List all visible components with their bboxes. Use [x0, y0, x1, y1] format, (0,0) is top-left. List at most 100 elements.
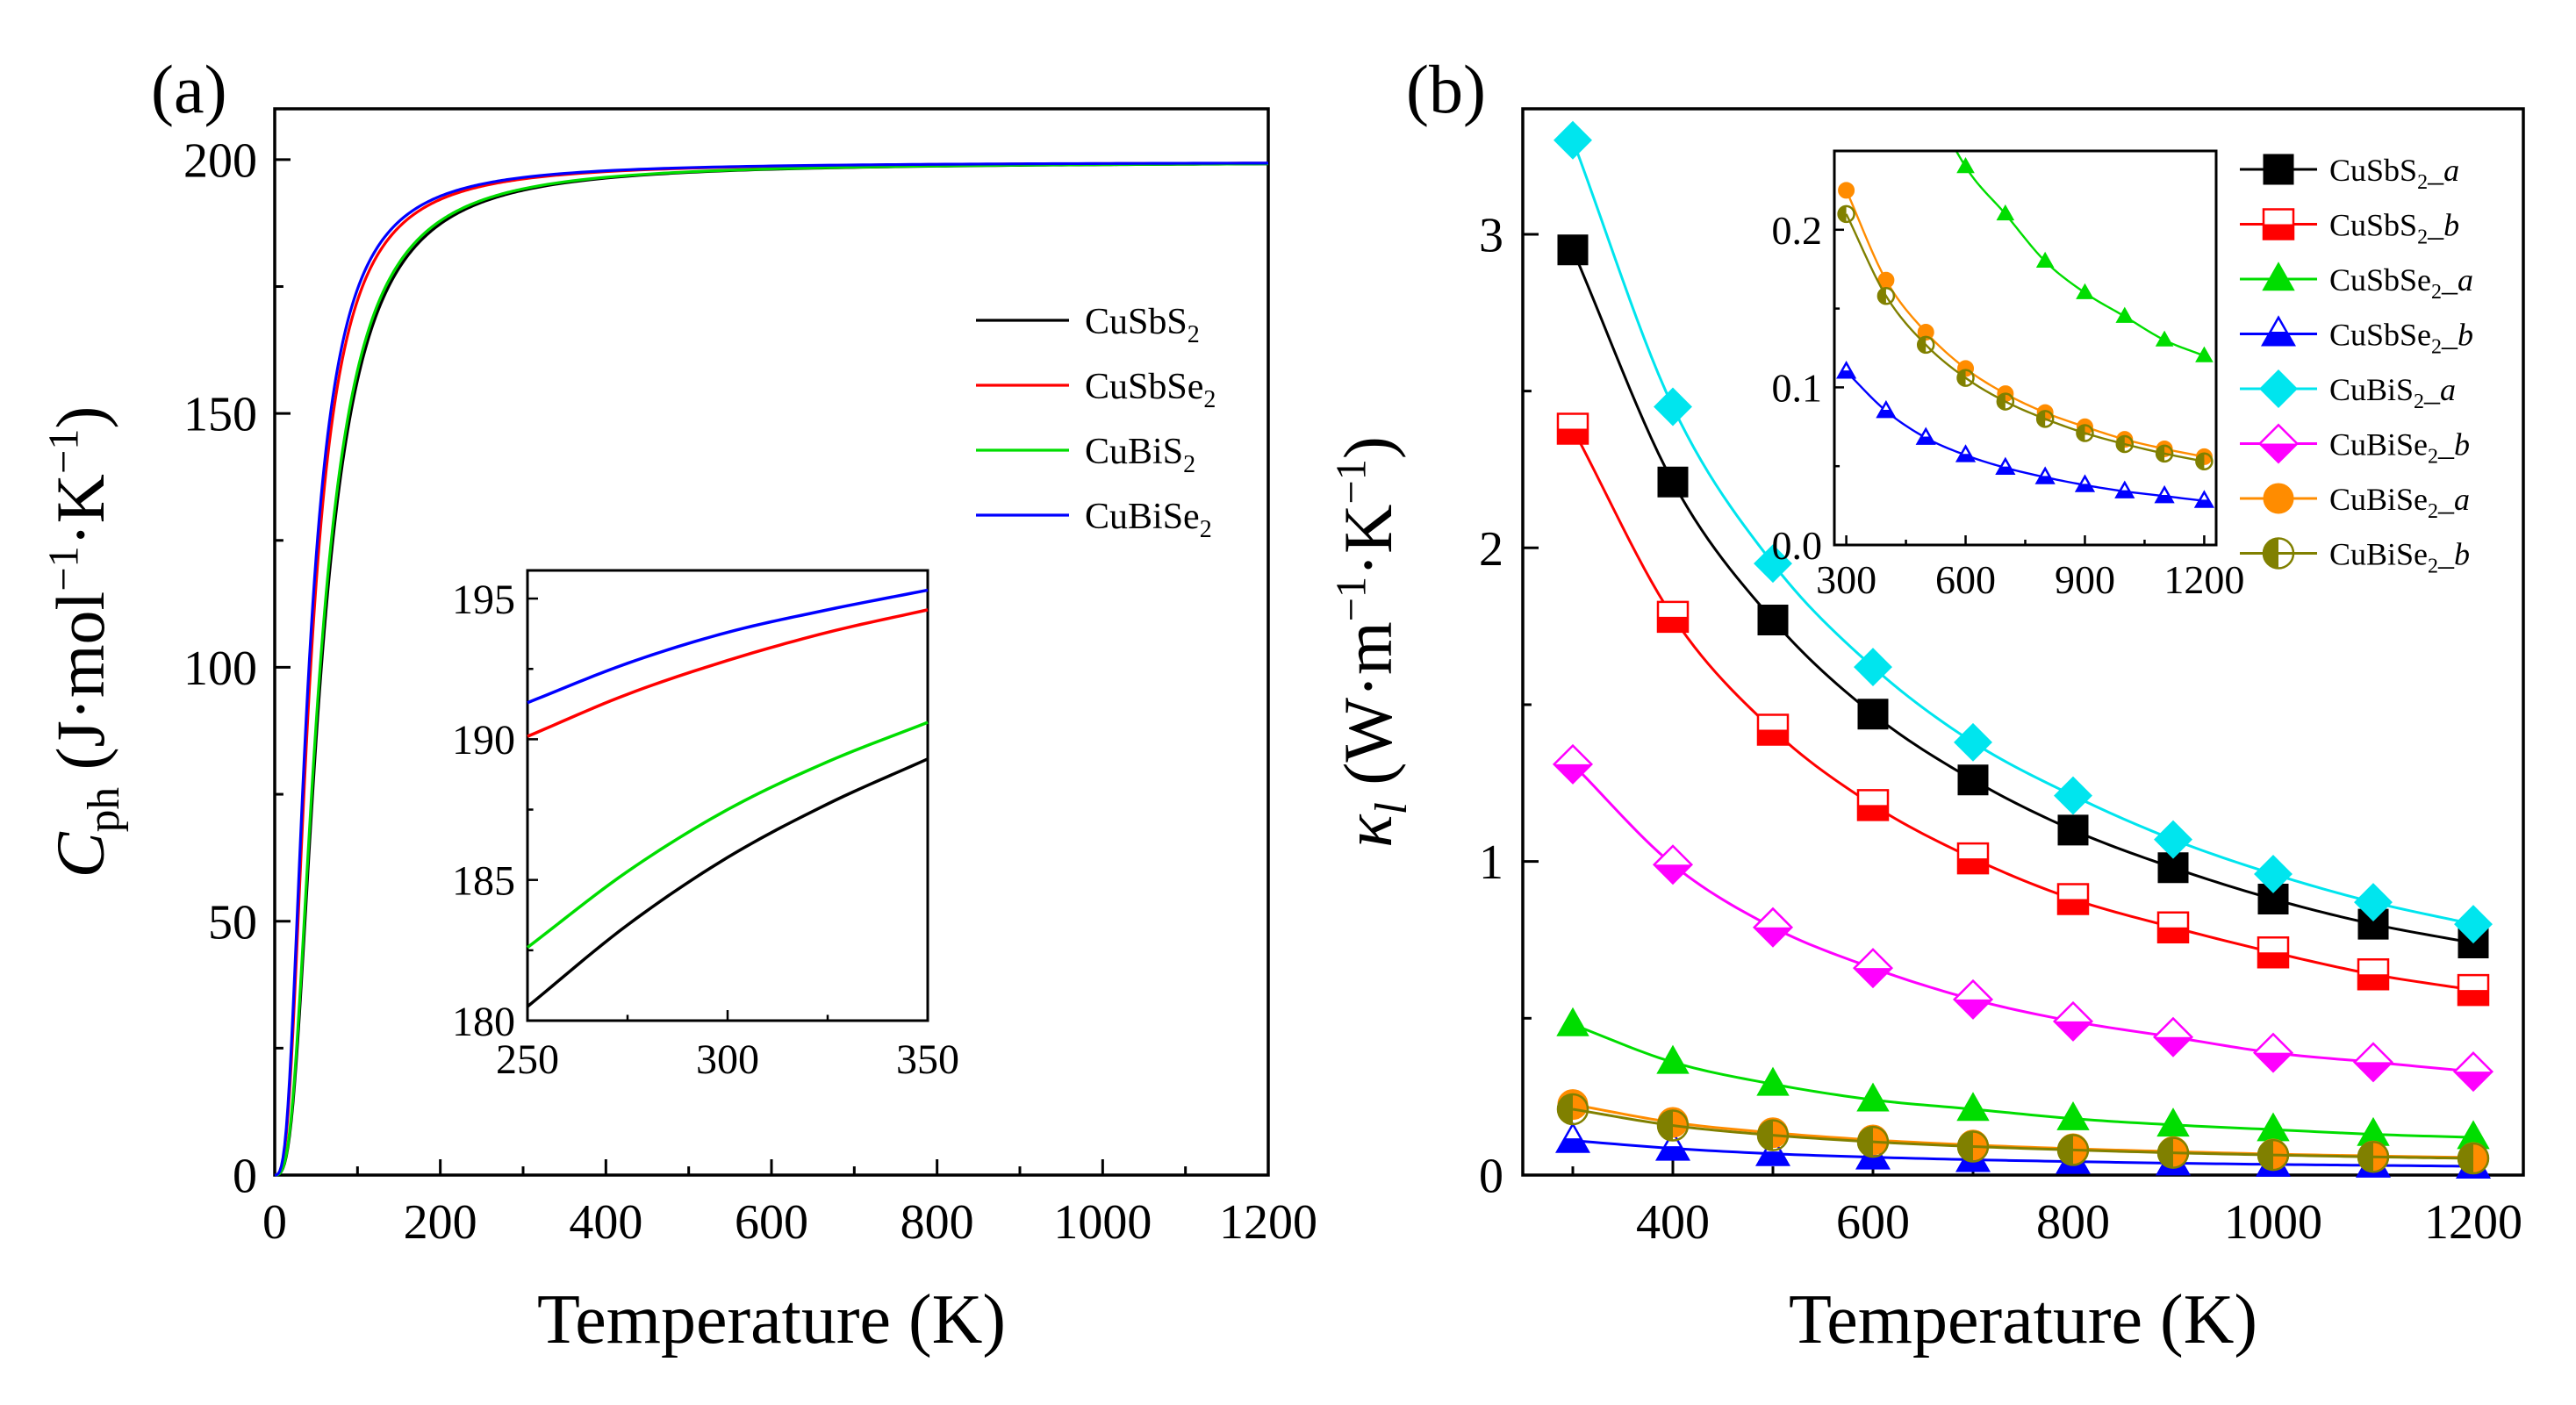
- chart-b-point-cubise2-b-1200: [2457, 1142, 2490, 1175]
- chart-b-inset-point-cubise2-b-1100: [2155, 444, 2174, 463]
- chart-b-line-cusbs2-a: [1571, 249, 2474, 945]
- chart-b-legend-sub: 2: [2414, 391, 2424, 413]
- chart-b-legend-marker-cusbs2-a: [2263, 154, 2294, 185]
- chart-b-ytick-label: 1: [1479, 835, 1503, 890]
- chart-b-inset-point-cubise2-b-600: [1956, 369, 1975, 387]
- chart-a-legend-label: CuSbSe: [1085, 367, 1203, 407]
- chart-a-xtick-label: 800: [901, 1195, 974, 1250]
- chart-a-ylabel: Cph (J·mol−1·K−1): [40, 406, 129, 878]
- chart-b-point-cusbs2-b-1000-half: [2258, 952, 2288, 968]
- chart-b-legend-entry-cubise2-b: CuBiSe2_b: [2329, 537, 2470, 578]
- chart-b-point-cusbs2-b-500-shape: [1756, 713, 1790, 746]
- chart-a-ytick-label: 200: [183, 133, 257, 188]
- chart-b-legend-sub: 2: [2431, 281, 2442, 304]
- chart-b-point-cusbs2-a-400-shape: [1657, 466, 1689, 498]
- chart-b-legend-sep: _: [2423, 372, 2441, 407]
- chart-b-point-cubise2-b-400: [1652, 844, 1694, 885]
- chart-a-inset-xtick-label: 350: [896, 1036, 959, 1083]
- chart-a: 0 200 400 600 800 1000 1200 0 50 100 150 200 Tempera…: [40, 107, 1317, 1358]
- chart-a-xtick-label: 1000: [1053, 1195, 1152, 1250]
- chart-b-legend-suffix: a: [2440, 372, 2456, 407]
- chart-b-legend-marker-cubis2-a-shape: [2259, 369, 2298, 408]
- chart-b-point-cusbse2-a-300-shape: [1556, 1007, 1589, 1036]
- chart-b-point-cubise2-b-800-shape: [2056, 1134, 2090, 1166]
- chart-b-point-cubise2-b-600-half: [1854, 968, 1892, 987]
- chart-a-ylabel-unit: ·K: [42, 474, 118, 546]
- chart-b-legend: CuSbS2_aCuSbS2_bCuSbSe2_aCuSbSe2_bCuBiS2…: [2240, 153, 2473, 578]
- chart-b-point-cubise2-b-900-half: [2158, 1137, 2173, 1168]
- chart-b-point-cubise2-b-1200-half: [2454, 1072, 2493, 1091]
- chart-a-legend-entry-cubis2: CuBiS2: [1085, 432, 1195, 478]
- chart-a-inset-bg: [527, 570, 928, 1021]
- chart-b-inset-point-cusbse2-b-700-shape: [1995, 456, 2016, 475]
- chart-b-point-cubise2-b-1200-shape: [2457, 1142, 2490, 1175]
- chart-b-series-cubise2-b: [1552, 743, 2494, 1093]
- chart-b-point-cubise2-b-800-half: [2054, 1021, 2092, 1041]
- chart-b-point-cusbse2-b-500-shape: [1755, 1135, 1790, 1166]
- chart-b-legend-entry-cubise2-a: CuBiSe2_a: [2329, 482, 2470, 523]
- chart-b-legend-sep: _: [2427, 208, 2444, 243]
- chart-b-point-cusbs2-b-700-shape: [1956, 842, 1990, 875]
- chart-b-point-cusbse2-b-600-half: [1857, 1155, 1889, 1169]
- chart-b-inset-point-cusbse2-b-1000: [2114, 480, 2135, 498]
- chart-b-inset-point-cusbse2-b-500-shape: [1915, 427, 1936, 445]
- chart-a-series-cubise2: [274, 161, 1269, 1177]
- chart-a-ylabel-sup: −1: [40, 429, 87, 474]
- chart-b-legend-label: CuSbSe: [2329, 262, 2431, 297]
- chart-b-legend-entry-cubise2-b: CuBiSe2_b: [2329, 427, 2470, 469]
- chart-a-ylabel-sub: ph: [79, 787, 129, 833]
- chart-b-point-cusbs2-b-700: [1956, 842, 1990, 875]
- chart-b-ylabel-unit: ·K: [1330, 505, 1406, 577]
- chart-b-inset: 300 600 900 1200 0.0 0.1 0.2: [1772, 149, 2244, 602]
- chart-b-inset-point-cubise2-b-900: [2076, 424, 2094, 442]
- chart-b-inset-point-cubise2-b-1000: [2115, 434, 2135, 454]
- chart-b-inset-point-cubise2-a-300: [1838, 182, 1855, 199]
- chart-b-point-cubis2-a-800: [2054, 776, 2092, 815]
- chart-b-point-cusbs2-b-400-half: [1658, 616, 1688, 632]
- chart-b-inset-point-cubise2-a-300-shape: [1838, 182, 1855, 199]
- chart-b-point-cusbse2-a-300: [1556, 1007, 1589, 1036]
- chart-b-point-cubise2-b-800: [2056, 1134, 2090, 1166]
- chart-b-inset-point-cusbse2-b-400: [1876, 399, 1897, 419]
- chart-b-legend-marker-cubise2-b: [2262, 537, 2295, 570]
- chart-b-inset-line-cusbse2-a: [1955, 151, 2205, 357]
- chart-b-line-cusbs2-b: [1571, 427, 2474, 992]
- chart-b-point-cubise2-b-1100-shape: [2357, 1141, 2390, 1173]
- chart-b-point-cubise2-b-900: [2152, 1016, 2194, 1057]
- chart-b-point-cusbs2-b-700-half: [1958, 858, 1988, 874]
- chart-b-inset-point-cubise2-b-800-shape: [2035, 410, 2055, 428]
- chart-a-legend-label: CuBiS: [1085, 432, 1183, 472]
- chart-b-inset-point-cusbse2-b-1200-shape: [2193, 490, 2215, 508]
- chart-b-point-cusbs2-b-600: [1856, 789, 1890, 821]
- chart-b-ylabel-sub: l: [1367, 802, 1417, 814]
- chart-b-point-cubise2-b-500-shape: [1752, 907, 1794, 948]
- chart-b-inset-point-cubise2-b-700: [1996, 392, 2015, 411]
- chart-b-point-cubise2-b-700-half: [1954, 999, 1992, 1019]
- chart-b-point-cusbse2-a-1000: [2257, 1112, 2290, 1142]
- chart-a-xtick-label: 400: [569, 1195, 642, 1250]
- chart-b-point-cubise2-b-800-shape: [2052, 1000, 2094, 1042]
- chart-b-legend-marker-cubise2-b-shape: [2257, 423, 2300, 464]
- chart-b-legend-marker-cusbs2-b-shape: [2262, 208, 2295, 240]
- chart-b-point-cusbse2-a-400: [1656, 1044, 1690, 1074]
- chart-b-point-cubise2-b-1200: [2452, 1051, 2494, 1093]
- chart-b-inset-xtick-label: 1200: [2163, 557, 2244, 602]
- chart-b-legend-sep: _: [2437, 427, 2455, 462]
- chart-a-ylabel-symbol: C: [42, 831, 118, 878]
- chart-b-xtick-label: 800: [2036, 1195, 2110, 1250]
- chart-b-point-cusbs2-b-300-shape: [1556, 412, 1589, 445]
- chart-b-inset-point-cubise2-b-600-shape: [1956, 369, 1975, 387]
- chart-b-inset-point-cusbse2-b-1000-shape: [2114, 480, 2135, 498]
- chart-b-point-cusbs2-b-1100-half: [2358, 974, 2388, 990]
- chart-b-line-cubise2-b: [1571, 763, 2474, 1073]
- chart-a-ytick-label: 0: [233, 1150, 257, 1204]
- chart-b-inset-line-cusbse2-b: [1845, 370, 2205, 502]
- chart-b-point-cusbse2-a-800: [2056, 1100, 2090, 1130]
- chart-b-legend-marker-cubis2-a: [2259, 369, 2298, 408]
- chart-b-point-cubise2-b-500-shape: [1756, 1119, 1790, 1151]
- chart-b-legend-marker-cusbse2-b-shape: [2261, 315, 2296, 347]
- chart-b-series-cusbse2-a: [1556, 1007, 2490, 1150]
- chart-b-inset-point-cusbse2-a-600: [1956, 157, 1975, 174]
- chart-b-legend-suffix: b: [2454, 537, 2470, 572]
- chart-b-legend-entry-cusbs2-a: CuSbS2_a: [2329, 153, 2459, 194]
